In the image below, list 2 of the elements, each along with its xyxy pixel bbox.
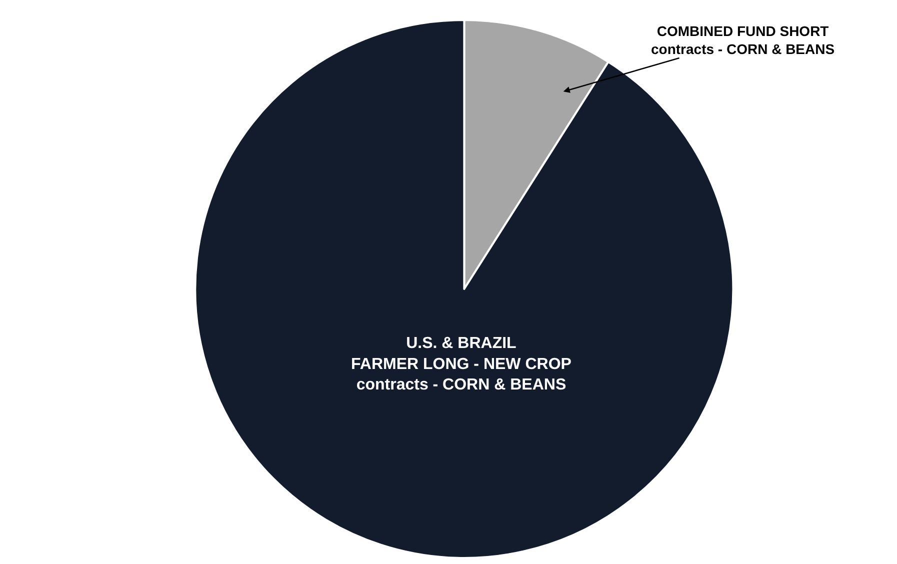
slice-label: COMBINED FUND SHORT contracts - CORN & BEANS xyxy=(651,23,835,58)
slice-label: U.S. & BRAZIL FARMER LONG - NEW CROP contracts - CORN & BEANS xyxy=(351,335,572,394)
